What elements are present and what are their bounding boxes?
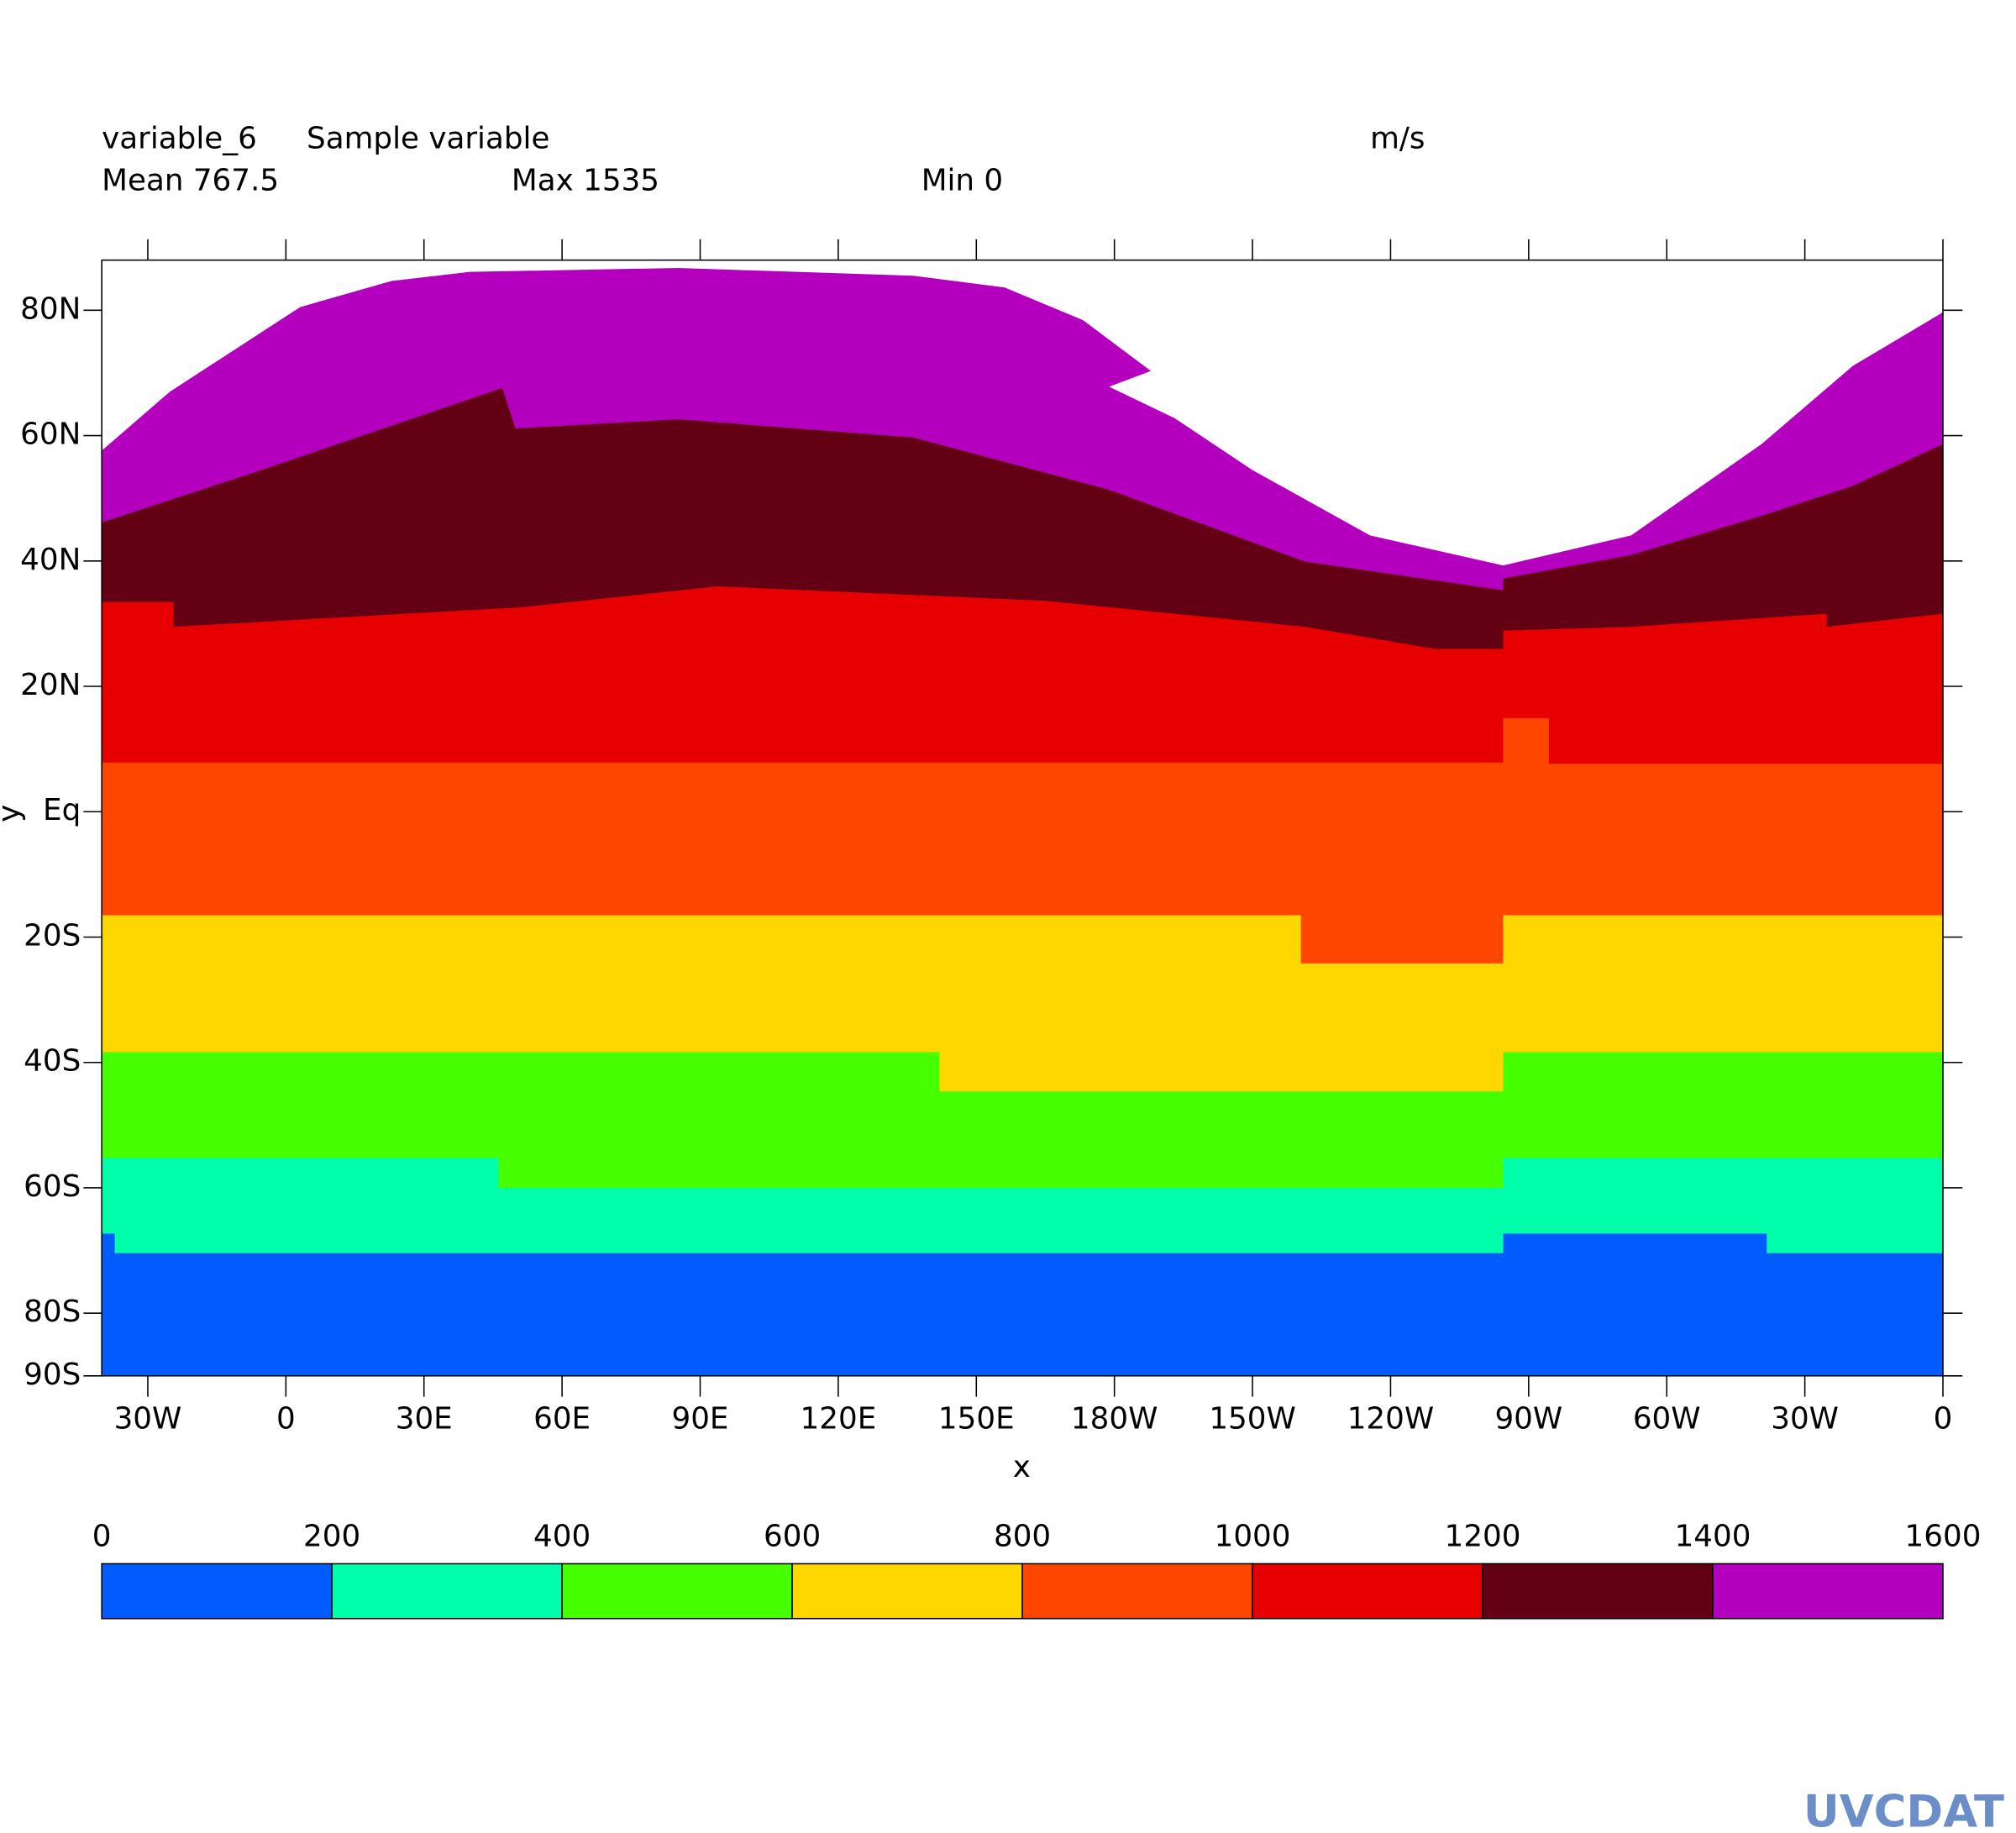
colorbar-label: 0 <box>92 1519 112 1553</box>
x-tick-label: 30W <box>1771 1402 1839 1436</box>
colorbar-label: 800 <box>994 1519 1051 1553</box>
y-tick-label: 60S <box>24 1169 81 1204</box>
colorbar-swatch <box>561 1563 793 1620</box>
x-tick-label: 30E <box>396 1402 453 1436</box>
y-tick-label: Eq <box>43 793 81 827</box>
y-tick-label: 40S <box>24 1044 81 1079</box>
colorbar-swatch <box>1252 1563 1483 1620</box>
colorbar-swatch <box>791 1563 1023 1620</box>
colorbar-label: 400 <box>533 1519 591 1553</box>
y-tick-label: 60N <box>20 418 81 452</box>
colorbar-label: 1400 <box>1675 1519 1751 1553</box>
x-tick-label: 0 <box>276 1402 296 1436</box>
colorbar-label: 1200 <box>1445 1519 1521 1553</box>
units: m/s <box>1370 122 1425 156</box>
x-tick-label: 180W <box>1071 1402 1158 1436</box>
colorbar-label: 1000 <box>1215 1519 1291 1553</box>
colorbar-label: 1600 <box>1905 1519 1982 1553</box>
x-tick-label: 60E <box>533 1402 591 1436</box>
x-tick-label: 0 <box>1934 1402 1953 1436</box>
colorbar-swatch <box>101 1563 333 1620</box>
chart-subtitle: Sample variable <box>307 122 549 156</box>
x-tick-label: 120W <box>1347 1402 1435 1436</box>
x-tick-label: 90W <box>1494 1402 1562 1436</box>
y-tick-label: 20S <box>24 918 81 953</box>
stat-max: Max 1535 <box>512 163 659 197</box>
x-tick-label: 90E <box>671 1402 728 1436</box>
x-tick-label: 30W <box>114 1402 182 1436</box>
colorbar-swatch <box>1712 1563 1944 1620</box>
colorbar-swatch <box>331 1563 563 1620</box>
colorbar-swatch <box>1021 1563 1253 1620</box>
y-tick-label: 20N <box>20 668 81 702</box>
x-axis-label: x <box>1013 1450 1031 1484</box>
colorbar-swatch <box>1482 1563 1714 1620</box>
logo: UVCDAT <box>1803 1786 2004 1833</box>
stat-mean: Mean 767.5 <box>102 163 279 197</box>
chart-title: variable_6 <box>102 122 257 156</box>
colorbar-label: 600 <box>764 1519 821 1553</box>
y-tick-label: 90S <box>24 1358 81 1392</box>
x-tick-label: 120E <box>801 1402 877 1436</box>
y-tick-label: 80N <box>20 291 81 326</box>
plot-frame <box>101 259 1944 1377</box>
y-tick-label: 40N <box>20 543 81 577</box>
x-tick-label: 150W <box>1209 1402 1296 1436</box>
y-tick-label: 80S <box>24 1295 81 1329</box>
x-tick-label: 60W <box>1633 1402 1701 1436</box>
missing-region <box>102 260 1944 566</box>
stat-min: Min 0 <box>921 163 1003 197</box>
y-axis-label: y <box>0 805 26 822</box>
colorbar-label: 200 <box>303 1519 360 1553</box>
x-tick-label: 150E <box>938 1402 1015 1436</box>
